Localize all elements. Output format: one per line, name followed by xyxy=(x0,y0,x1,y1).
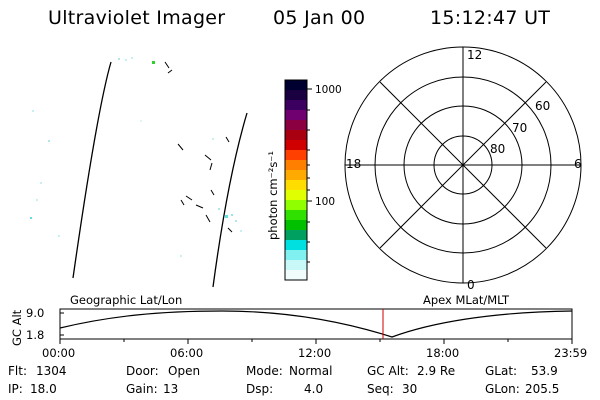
footer-glon-value: 205.5 xyxy=(525,382,560,396)
colorbar-cell xyxy=(285,130,307,141)
footer-mode: Mode: Normal xyxy=(246,364,332,378)
footer-glon: GLon: 205.5 xyxy=(485,382,559,396)
colorbar-cell xyxy=(285,210,307,221)
footer-flt: Flt: 1304 xyxy=(8,364,67,378)
footer-glat: GLat: 53.9 xyxy=(485,364,558,378)
footer-door-value: Open xyxy=(168,364,201,378)
polar-lat-80: 80 xyxy=(490,142,505,156)
orbit-x-tick-1200: 12:00 xyxy=(298,346,332,360)
colorbar-frame xyxy=(284,79,308,281)
footer-gain-value: 13 xyxy=(163,382,179,396)
orbit-x-tick-2359: 23:59 xyxy=(554,346,588,360)
footer-glat-value: 53.9 xyxy=(531,364,558,378)
colorbar-cell xyxy=(285,150,307,161)
colorbar-cell xyxy=(285,230,307,241)
orbit-x-ticks xyxy=(59,339,573,344)
footer-gcalt-label: GC Alt: xyxy=(367,364,409,378)
orbit-plot-frame xyxy=(59,308,573,340)
orbit-y-tick-9: 9.0 xyxy=(26,306,45,320)
image-time: 15:12:47 UT xyxy=(430,7,551,29)
colorbar-cell xyxy=(285,160,307,171)
footer-gain: Gain: 13 xyxy=(126,382,178,396)
colorbar-cell xyxy=(285,90,307,101)
orbit-x-tick-1800: 18:00 xyxy=(426,346,460,360)
footer-flt-value: 1304 xyxy=(36,364,67,378)
footer-mode-label: Mode: xyxy=(246,364,283,378)
footer-dsp-value: 4.0 xyxy=(304,382,324,396)
footer-mode-value: Normal xyxy=(289,364,333,378)
polar-mlt-plot xyxy=(344,46,582,284)
colorbar-cell xyxy=(285,110,307,121)
colorbar-cell xyxy=(285,250,307,261)
colorbar-ticks xyxy=(307,88,312,263)
footer-seq: Seq: 30 xyxy=(367,382,417,396)
colorbar: 1000 100 photon cm⁻²s⁻¹ xyxy=(266,79,342,281)
footer-ip: IP: 18.0 xyxy=(8,382,57,396)
footer-dsp-label: Dsp: xyxy=(246,382,274,396)
polar-hour-6: 6 xyxy=(574,157,582,171)
footer-seq-value: 30 xyxy=(402,382,418,396)
orbit-right-title: Apex MLat/MLT xyxy=(423,293,510,307)
colorbar-tick-1000: 1000 xyxy=(315,84,342,96)
image-date: 05 Jan 00 xyxy=(273,7,366,29)
colorbar-unit-label: photon cm⁻²s⁻¹ xyxy=(266,151,280,240)
image-title: Ultraviolet Imager xyxy=(48,7,226,29)
footer-glon-label: GLon: xyxy=(485,382,520,396)
colorbar-cell xyxy=(285,220,307,231)
footer-gcalt: GC Alt: 2.9 Re xyxy=(367,364,455,378)
footer-ip-label: IP: xyxy=(8,382,23,396)
footer-door: Door: Open xyxy=(126,364,200,378)
colorbar-cell xyxy=(285,260,307,271)
footer-ip-value: 18.0 xyxy=(30,382,57,396)
colorbar-cell xyxy=(285,120,307,131)
polar-hour-12: 12 xyxy=(467,48,482,62)
footer-gcalt-value: 2.9 Re xyxy=(417,364,456,378)
image-right-limb xyxy=(212,112,248,288)
orbit-left-title: Geographic Lat/Lon xyxy=(70,293,183,307)
uv-image-panel xyxy=(30,57,248,288)
footer-gain-label: Gain: xyxy=(126,382,158,396)
colorbar-cell xyxy=(285,180,307,191)
polar-hour-0: 0 xyxy=(467,278,475,292)
footer-dsp: Dsp: 4.0 xyxy=(246,382,323,396)
image-grid-fragments xyxy=(164,61,233,233)
colorbar-cell xyxy=(285,80,307,91)
colorbar-cell xyxy=(285,170,307,181)
footer-seq-label: Seq: xyxy=(367,382,394,396)
colorbar-cell xyxy=(285,240,307,251)
image-speckles xyxy=(30,57,242,257)
orbit-y-axis-label: GC Alt xyxy=(10,309,24,346)
footer-glat-label: GLat: xyxy=(485,364,518,378)
footer-flt-label: Flt: xyxy=(8,364,27,378)
polar-hour-18: 18 xyxy=(346,157,361,171)
colorbar-tick-100: 100 xyxy=(315,196,335,208)
colorbar-cell xyxy=(285,200,307,211)
orbit-x-tick-0000: 00:00 xyxy=(42,346,76,360)
image-left-limb xyxy=(72,61,112,279)
orbit-x-tick-0600: 06:00 xyxy=(170,346,204,360)
orbit-altitude-curve xyxy=(59,310,573,338)
colorbar-cell xyxy=(285,270,307,281)
colorbar-cell xyxy=(285,140,307,151)
footer-door-label: Door: xyxy=(126,364,159,378)
polar-lat-70: 70 xyxy=(512,121,527,135)
polar-diagonal-2 xyxy=(379,81,547,249)
orbit-y-tick-1-8: 1.8 xyxy=(26,328,45,342)
polar-lat-60: 60 xyxy=(535,99,550,113)
colorbar-cell xyxy=(285,100,307,111)
colorbar-cells xyxy=(285,80,307,281)
orbit-altitude-plot xyxy=(59,308,573,344)
colorbar-cell xyxy=(285,190,307,201)
